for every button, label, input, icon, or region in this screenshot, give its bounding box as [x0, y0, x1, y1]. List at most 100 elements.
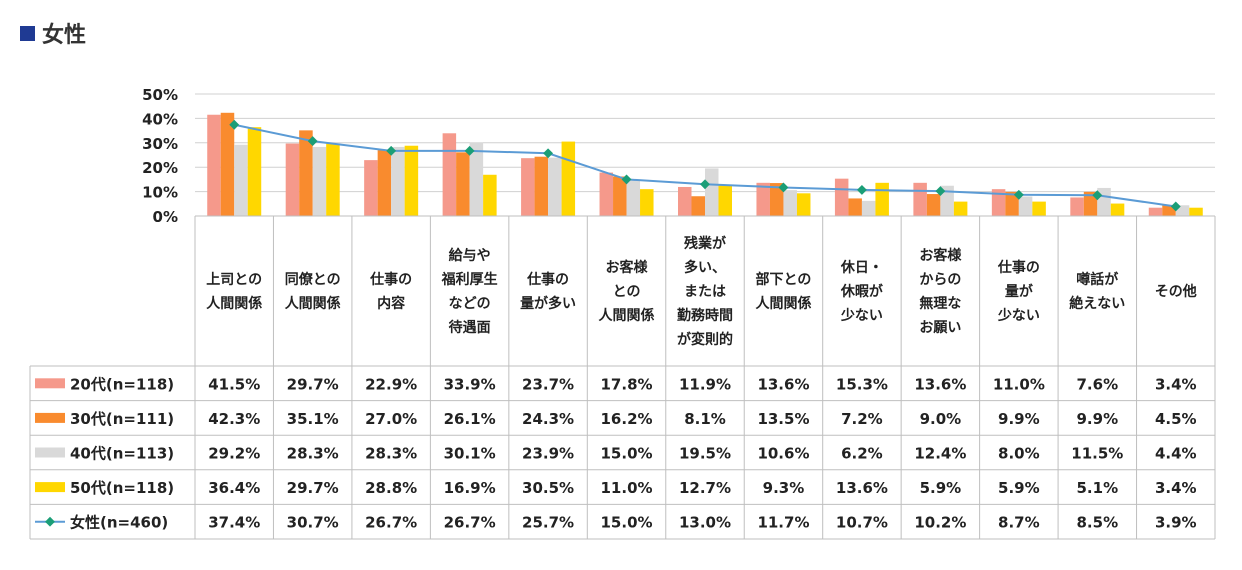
category-label: 待遇面 [449, 319, 491, 336]
legend-label: 50代(n=118) [70, 479, 174, 497]
table-value: 7.2% [841, 410, 883, 428]
legend-label: 40代(n=113) [70, 445, 174, 463]
line-marker [307, 136, 318, 147]
table-value: 5.9% [998, 479, 1040, 497]
bar [769, 183, 784, 216]
category-label: などの [449, 296, 491, 312]
bar [1097, 187, 1111, 216]
line-marker [935, 186, 946, 197]
bar [691, 196, 705, 216]
bar [247, 127, 262, 216]
legend-swatch [35, 378, 65, 389]
line-marker [464, 145, 475, 156]
category-label: 人間関係 [206, 295, 262, 312]
table-value: 16.9% [444, 479, 496, 497]
table-value: 26.7% [365, 514, 417, 532]
bar [1083, 191, 1098, 216]
line-marker [778, 182, 789, 193]
bar [848, 198, 862, 216]
table-value: 8.1% [684, 410, 726, 428]
table-value: 29.7% [287, 375, 339, 393]
category-label: 同僚との [285, 271, 341, 288]
bar [718, 185, 732, 216]
table-value: 28.8% [365, 479, 417, 497]
table-value: 13.0% [679, 514, 731, 532]
bar [1148, 207, 1163, 216]
bar [756, 182, 770, 216]
table-value: 3.9% [1155, 514, 1197, 532]
table-value: 11.0% [601, 479, 653, 497]
chart-heading: 女性 [20, 18, 86, 48]
category-label: 福利厚生 [441, 271, 498, 288]
legend-label: 女性(n=460) [70, 514, 168, 532]
category-label: お客様 [606, 259, 649, 276]
table-value: 9.9% [1077, 410, 1119, 428]
bar [1005, 191, 1019, 216]
bar [377, 150, 392, 216]
bar [234, 144, 248, 216]
bar [940, 185, 954, 216]
table-value: 27.0% [365, 410, 417, 428]
line-marker [386, 145, 397, 156]
line-marker [856, 184, 867, 195]
bar [456, 152, 470, 216]
category-label: お願い [919, 320, 961, 336]
table-value: 7.6% [1077, 375, 1119, 393]
table-value: 12.7% [679, 479, 731, 497]
legend-swatch [35, 447, 65, 458]
bar [1018, 196, 1033, 216]
category-label: 量が多い [520, 295, 576, 312]
table-value: 29.2% [208, 445, 260, 463]
bar [469, 142, 484, 216]
table-value: 36.4% [208, 479, 260, 497]
table-value: 41.5% [208, 375, 260, 393]
table-value: 42.3% [208, 410, 260, 428]
category-label: または [684, 284, 726, 300]
category-label: 残業が [684, 235, 727, 252]
category-label: 少ない [840, 307, 883, 324]
table-value: 22.9% [365, 375, 417, 393]
bar [391, 146, 405, 216]
bar [991, 189, 1006, 216]
y-tick-label: 0% [153, 208, 178, 226]
table-value: 10.2% [914, 514, 966, 532]
category-label: 内容 [377, 295, 405, 312]
legend-label: 30代(n=111) [70, 410, 174, 428]
table-value: 15.0% [601, 445, 653, 463]
category-label: その他 [1155, 283, 1197, 300]
table-value: 13.6% [757, 375, 809, 393]
bar [285, 143, 300, 216]
bar [861, 200, 876, 216]
bar [534, 156, 549, 216]
bar [207, 114, 221, 216]
bar [796, 193, 811, 216]
table-value: 13.6% [836, 479, 888, 497]
table-value: 30.7% [287, 514, 339, 532]
category-label: 上司との [206, 272, 262, 288]
category-label: 噂話が [1076, 271, 1119, 288]
legend-swatch [35, 482, 65, 493]
bar [1189, 207, 1203, 216]
category-label: 人間関係 [285, 295, 341, 312]
table-value: 25.7% [522, 514, 574, 532]
table-value: 30.5% [522, 479, 574, 497]
category-label: 少ない [997, 307, 1040, 324]
bar [220, 112, 235, 216]
table-value: 5.1% [1077, 479, 1119, 497]
bar [1162, 205, 1176, 216]
table-value: 13.5% [757, 410, 809, 428]
bar [483, 174, 497, 216]
table-value: 13.6% [914, 375, 966, 393]
table-value: 8.5% [1077, 514, 1119, 532]
line-marker [1170, 201, 1181, 212]
bar [548, 157, 562, 216]
table-value: 8.0% [998, 445, 1040, 463]
category-label: お客様 [919, 247, 962, 264]
y-tick-label: 10% [142, 184, 178, 202]
category-label: との [613, 284, 641, 300]
bar [678, 186, 692, 216]
table-value: 35.1% [287, 410, 339, 428]
table-value: 9.9% [998, 410, 1040, 428]
heading-square-icon [20, 25, 35, 41]
